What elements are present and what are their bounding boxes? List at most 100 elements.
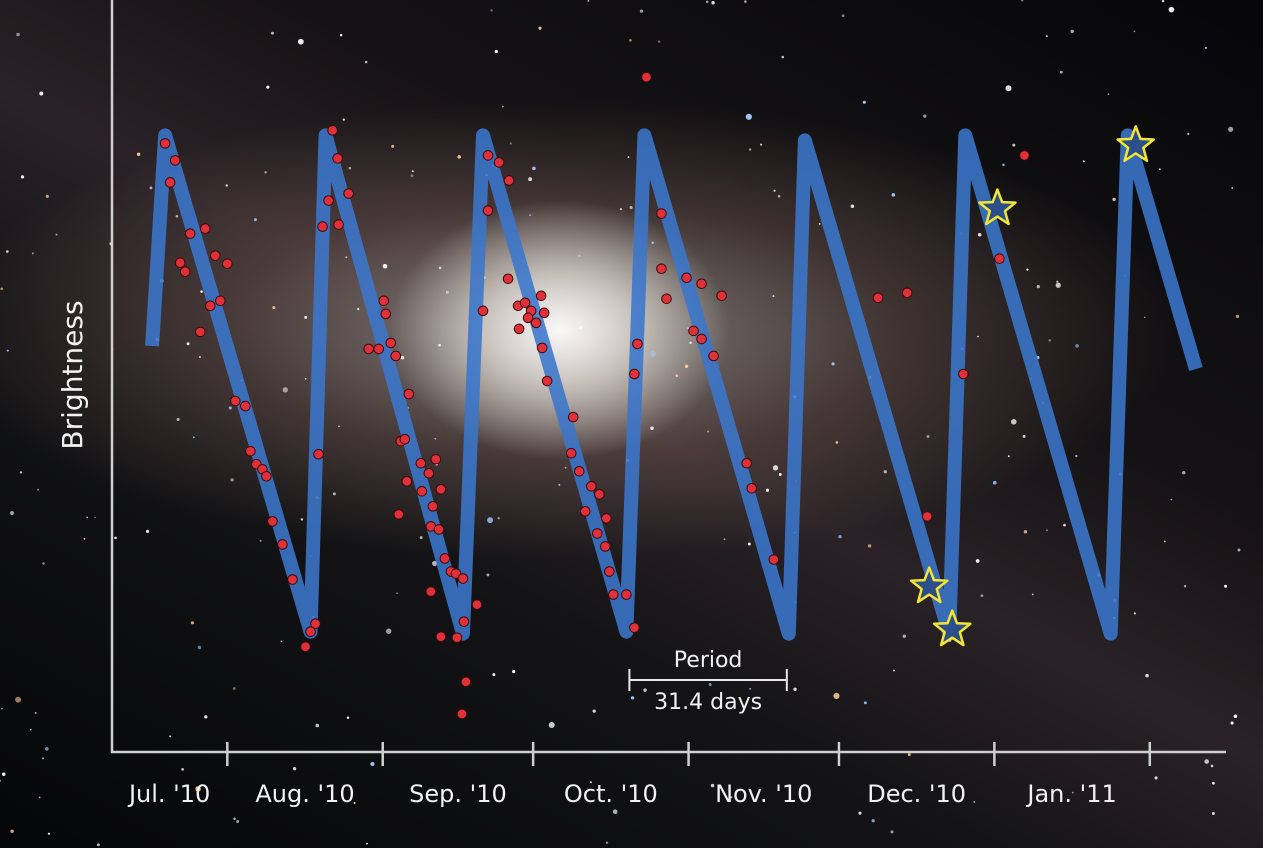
star-speck <box>777 194 781 198</box>
data-point <box>204 300 216 312</box>
data-point <box>373 343 385 355</box>
x-tick-label: Dec. '10 <box>867 780 966 808</box>
star-speck <box>282 387 288 393</box>
star-speck <box>1237 548 1241 552</box>
star-speck <box>863 701 867 705</box>
star-speck <box>145 529 150 533</box>
data-point <box>378 295 390 307</box>
star-speck <box>1045 529 1049 532</box>
star-speck <box>486 573 490 577</box>
star-speck <box>1020 0 1024 2</box>
star-speck <box>512 669 516 674</box>
star-speck <box>338 425 340 428</box>
data-point <box>430 453 442 465</box>
x-tick-label: Sep. '10 <box>409 780 507 808</box>
star-speck <box>1082 160 1085 163</box>
data-point <box>460 676 472 688</box>
star-speck <box>1183 585 1187 588</box>
star-speck <box>45 194 49 198</box>
star-speck <box>587 0 590 2</box>
data-point <box>503 175 515 186</box>
star-speck <box>175 214 179 218</box>
data-point <box>1019 150 1030 161</box>
star-speck <box>304 315 308 319</box>
star-speck <box>19 471 23 474</box>
star-speck <box>1168 6 1175 13</box>
star-speck <box>225 184 228 187</box>
data-point <box>313 448 324 460</box>
star-speck <box>1070 29 1074 34</box>
data-point <box>541 375 553 387</box>
star-speck <box>400 355 405 360</box>
data-point <box>310 618 321 629</box>
data-point <box>287 574 298 585</box>
data-point <box>456 708 468 720</box>
star-speck <box>1187 132 1190 136</box>
star-speck <box>176 417 180 421</box>
star-speck <box>871 819 875 823</box>
period-label: Period <box>674 648 743 673</box>
star-speck <box>612 809 618 815</box>
star-speck <box>391 144 395 148</box>
star-speck <box>639 9 644 13</box>
star-speck <box>96 843 100 847</box>
data-point <box>522 312 534 324</box>
star-speck <box>236 820 240 823</box>
star-speck <box>793 687 797 691</box>
star-speck <box>687 327 689 330</box>
star-speck <box>487 517 494 524</box>
star-speck <box>902 634 906 638</box>
star-speck <box>1107 93 1110 96</box>
star-speck <box>16 32 20 37</box>
star-speck <box>2 772 6 776</box>
star-speck <box>1022 434 1026 438</box>
star-speck <box>831 362 835 366</box>
data-point <box>708 350 719 362</box>
star-speck <box>198 355 202 359</box>
data-point <box>513 323 525 335</box>
star-speck <box>42 562 45 565</box>
data-point <box>592 528 603 539</box>
star-speck <box>1204 759 1210 764</box>
data-point <box>458 616 470 627</box>
star-speck <box>1007 455 1010 458</box>
data-point <box>174 257 186 268</box>
star-speck <box>838 534 842 539</box>
star-speck <box>657 40 661 43</box>
star-speck <box>689 341 692 344</box>
star-speck <box>0 287 4 291</box>
star-speck <box>627 156 630 159</box>
data-point <box>696 333 707 345</box>
star-speck <box>1143 316 1146 319</box>
highlight-star <box>932 609 972 647</box>
star-speck <box>1059 70 1063 74</box>
data-point <box>482 150 494 161</box>
star-speck <box>280 640 283 643</box>
data-point <box>957 368 969 380</box>
star-speck <box>1145 673 1149 678</box>
data-point <box>565 447 577 459</box>
star-speck <box>707 430 710 433</box>
star-speck <box>548 721 555 728</box>
star-speck <box>1233 714 1238 718</box>
star-speck <box>346 716 350 719</box>
star-speck <box>502 105 504 108</box>
star-speck <box>1230 721 1234 725</box>
star-speck <box>259 539 262 542</box>
y-axis-label: Brightness <box>56 300 89 449</box>
star-speck <box>558 483 561 486</box>
star-speck <box>20 175 25 179</box>
star-speck <box>926 434 930 438</box>
star-speck <box>1212 781 1215 785</box>
x-tick-label: Nov. '10 <box>715 780 812 808</box>
star-speck <box>1063 523 1066 527</box>
star-speck <box>745 113 752 120</box>
star-speck <box>760 143 763 146</box>
star-speck <box>232 687 236 690</box>
star-speck <box>629 205 633 210</box>
data-point <box>169 155 181 166</box>
star-speck <box>386 628 392 634</box>
star-speck <box>149 186 153 190</box>
star-speck <box>858 811 862 815</box>
star-speck <box>747 542 751 546</box>
